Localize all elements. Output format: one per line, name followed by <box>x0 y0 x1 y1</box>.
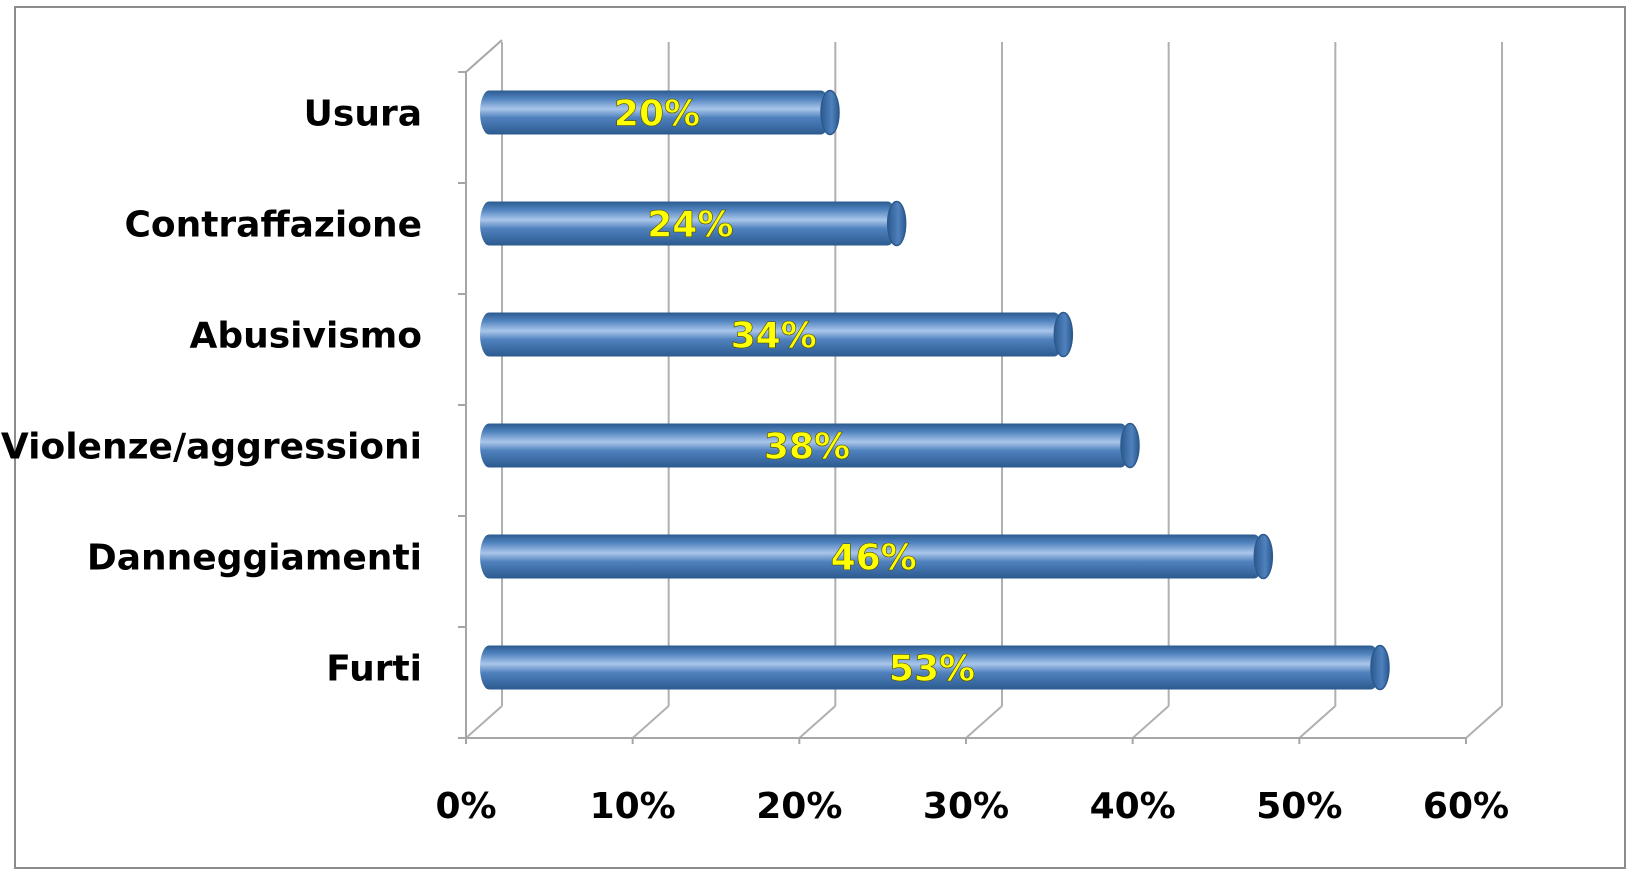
category-label: Abusivismo <box>189 316 422 357</box>
x-tick-label: 40% <box>1090 786 1176 827</box>
data-label: 24% <box>647 205 733 246</box>
floor-gridline <box>1465 705 1503 739</box>
floor-gridline <box>1298 705 1336 739</box>
x-tick-label: 60% <box>1423 786 1509 827</box>
bar <box>480 533 1274 580</box>
bars <box>480 89 1390 691</box>
floor-gridline <box>798 705 836 739</box>
x-tick-label: 20% <box>756 786 842 827</box>
data-label: 34% <box>731 316 817 357</box>
bar-body <box>480 312 1064 357</box>
bar-body <box>480 201 897 246</box>
category-label: Violenze/aggressioni <box>1 427 422 468</box>
axes <box>458 39 1467 744</box>
x-tick-label: 10% <box>590 786 676 827</box>
floor-gridline <box>465 705 503 739</box>
bar <box>480 89 840 136</box>
x-tick-label: 30% <box>923 786 1009 827</box>
bar <box>480 311 1074 358</box>
bar-cap <box>1370 644 1390 691</box>
bar-body <box>480 423 1130 468</box>
bar-cap <box>820 89 840 136</box>
bar-body <box>480 90 830 135</box>
category-label: Furti <box>326 649 422 690</box>
gridlines <box>465 42 1503 739</box>
labels: 0% 10% 20% 30% 40% 50% 60% Usura 20% Contraffazio… <box>1 93 1509 827</box>
floor-gridline <box>632 705 670 739</box>
bar-cap <box>1053 311 1074 358</box>
bar <box>480 422 1140 469</box>
y-axis-top-edge <box>465 39 503 73</box>
category-label: Danneggiamenti <box>87 538 422 579</box>
bar-body <box>480 534 1264 579</box>
floor-gridline <box>1132 705 1170 739</box>
x-tick-label: 50% <box>1256 786 1342 827</box>
data-label: 20% <box>614 94 700 135</box>
data-label: 46% <box>831 538 917 579</box>
bar <box>480 644 1390 691</box>
floor-gridline <box>965 705 1003 739</box>
bar <box>480 200 907 247</box>
bar-cap <box>1120 422 1140 469</box>
data-label: 53% <box>889 649 975 690</box>
bar-cap <box>886 200 907 247</box>
bar-body <box>480 645 1380 690</box>
category-label: Contraffazione <box>124 205 422 246</box>
data-label: 38% <box>764 427 850 468</box>
category-label: Usura <box>304 94 422 135</box>
bar-cap <box>1253 533 1274 580</box>
x-tick-label: 0% <box>435 786 496 827</box>
